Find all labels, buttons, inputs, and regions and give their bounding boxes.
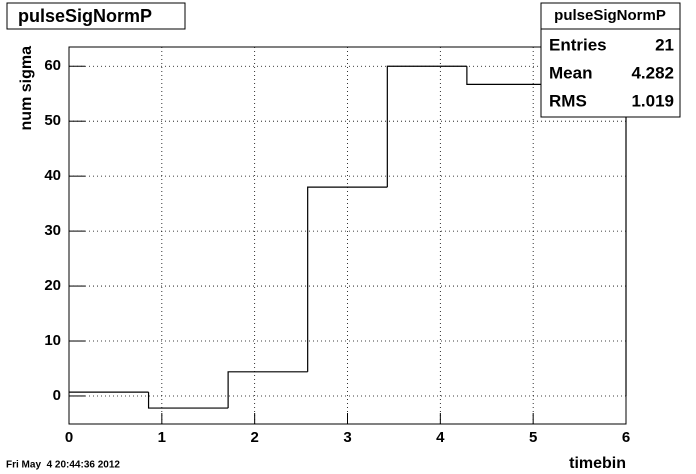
histogram-bin	[466, 66, 547, 85]
stats-box	[540, 2, 681, 118]
histogram-bin	[147, 392, 229, 409]
histogram-bin	[386, 65, 467, 188]
y-tick-label: 40	[44, 167, 61, 184]
timestamp: Fri May 4 20:44:36 2012	[6, 460, 120, 471]
y-tick-label: 20	[44, 277, 61, 294]
stats-value: 21	[655, 35, 674, 54]
histogram-bin	[307, 186, 388, 372]
stats-value: 1.019	[631, 91, 674, 110]
stats-label: Mean	[549, 63, 592, 82]
x-tick-label: 5	[529, 429, 537, 446]
stats-title: pulseSigNormP	[554, 7, 666, 24]
y-tick-label: 10	[44, 332, 61, 349]
stats-label: Entries	[549, 35, 607, 54]
x-tick-label: 3	[343, 429, 351, 446]
title-box	[6, 2, 186, 30]
y-tick-label: 60	[44, 57, 61, 74]
chart-title: pulseSigNormP	[18, 6, 152, 26]
x-tick-label: 2	[250, 429, 258, 446]
stats-value: 4.282	[631, 63, 674, 82]
y-tick-label: 50	[44, 112, 61, 129]
histogram-bin	[227, 371, 308, 409]
x-tick-label: 1	[158, 429, 166, 446]
y-tick-label: 0	[53, 387, 61, 404]
stats-label: RMS	[549, 91, 587, 110]
x-tick-label: 0	[65, 429, 73, 446]
y-tick-label: 30	[44, 222, 61, 239]
y-axis-label: num sigma	[18, 46, 35, 131]
x-axis-label: timebin	[569, 455, 626, 472]
x-tick-label: 4	[436, 429, 445, 446]
x-tick-label: 6	[622, 429, 630, 446]
